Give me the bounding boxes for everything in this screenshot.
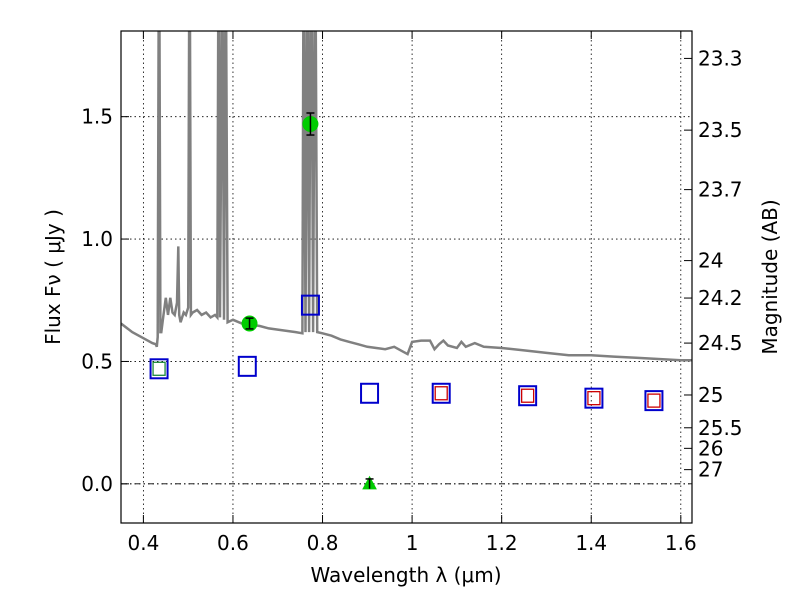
y-axis-label: Flux Fν ( μJy )	[41, 209, 65, 345]
markers	[149, 112, 664, 490]
y2-tick-label: 23.7	[698, 178, 743, 202]
blue-square-marker	[360, 382, 380, 404]
y2-axis-label: Magnitude (AB)	[758, 199, 782, 354]
y2-tick-label: 24.5	[698, 331, 743, 355]
x-tick-label: 1	[406, 531, 419, 555]
x-axis-label: Wavelength λ (μm)	[310, 563, 501, 587]
inner-square-marker	[587, 391, 601, 406]
y2-tick-label: 24.2	[698, 286, 743, 310]
y-tick-label: 1.5	[81, 105, 113, 129]
grid	[121, 31, 692, 523]
y2-tick-label: 25	[698, 383, 723, 407]
inner-square-marker	[647, 393, 661, 408]
y2-tick-label: 25.5	[698, 416, 743, 440]
plot-area	[121, 31, 692, 490]
y-tick-label: 0.5	[81, 349, 113, 373]
plot-frame	[120, 30, 693, 524]
spectrum-line	[121, 31, 692, 362]
blue-square-marker	[518, 385, 538, 407]
y-tick-label: 1.0	[81, 227, 113, 251]
inner-square-marker	[152, 361, 166, 376]
x-tick-label: 0.8	[307, 531, 339, 555]
x-tick-label: 1.6	[665, 531, 697, 555]
y-tick-label: 0.0	[81, 472, 113, 496]
inner-square-marker	[434, 386, 448, 401]
y2-tick-label: 23.3	[698, 46, 743, 70]
blue-square-marker	[431, 382, 451, 404]
y2-tick-label: 27	[698, 458, 723, 482]
x-tick-label: 0.6	[217, 531, 249, 555]
x-tick-label: 0.4	[127, 531, 159, 555]
blue-square-marker	[300, 294, 320, 316]
y2-tick-label: 23.5	[698, 118, 743, 142]
blue-square-marker	[149, 358, 169, 380]
y2-tick-label: 26	[698, 436, 723, 460]
x-tick-label: 1.4	[575, 531, 607, 555]
y2-tick-label: 24	[698, 249, 723, 273]
blue-square-marker	[237, 355, 257, 377]
blue-square-marker	[644, 390, 664, 412]
inner-square-marker	[520, 388, 535, 403]
blue-square-marker	[584, 387, 604, 409]
axis-ticks: 0.4 0.6 0.8 1 1.2 1.4 1.6 0.0 0.5 1.0 1.5 23.3 23.5 2…	[81, 31, 743, 555]
x-tick-label: 1.2	[486, 531, 518, 555]
